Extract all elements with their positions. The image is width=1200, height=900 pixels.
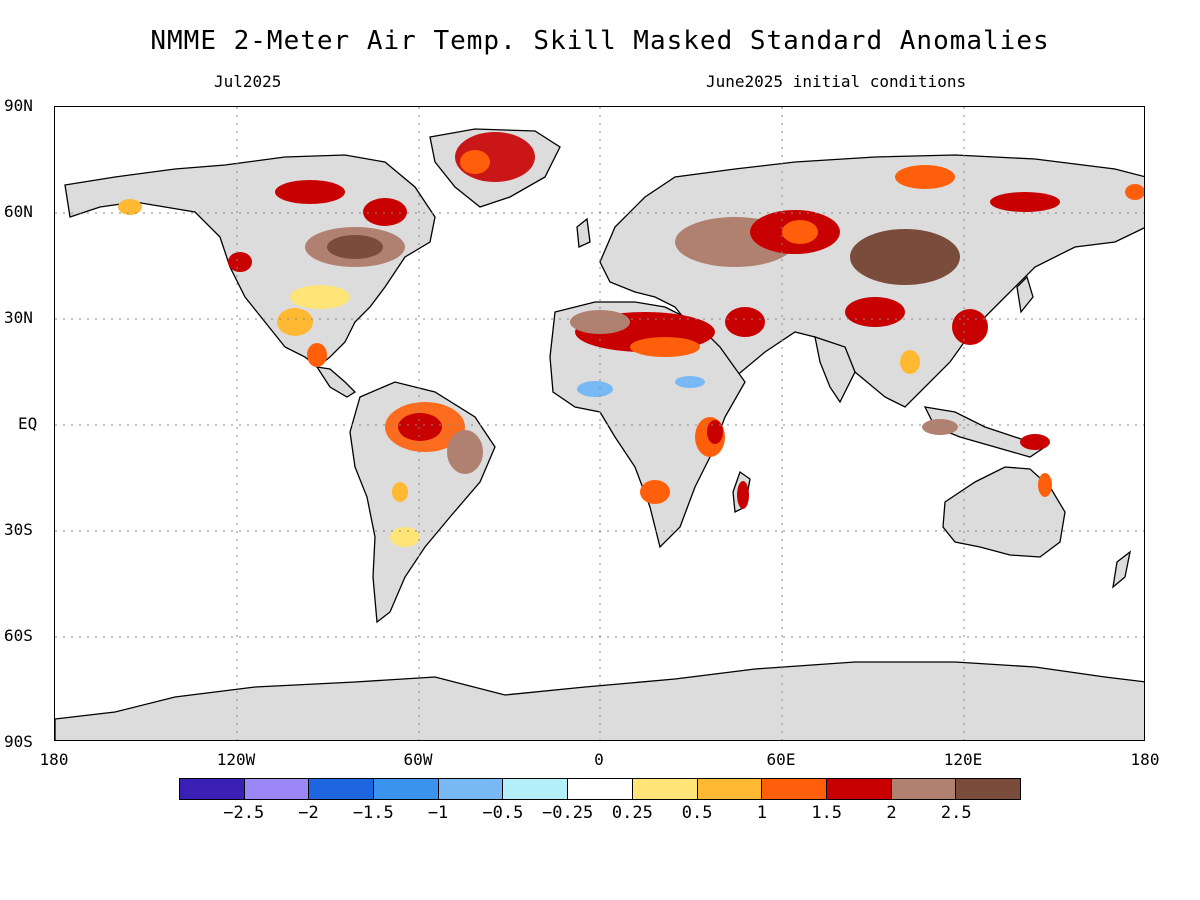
lon-label-60e: 60E bbox=[766, 750, 796, 769]
colorbar-label-2: −1.5 bbox=[352, 803, 394, 823]
graticule bbox=[55, 107, 1144, 740]
colorbar-label-3: −1 bbox=[427, 803, 449, 823]
colorbar-label-10: 2 bbox=[886, 803, 897, 823]
colorbar-label-5: −0.25 bbox=[542, 803, 594, 823]
map-panel bbox=[54, 106, 1145, 741]
lon-label-180w: 180 bbox=[39, 750, 69, 769]
colorbar-swatch-1 bbox=[244, 779, 310, 799]
land-japan bbox=[1016, 275, 1034, 314]
land-central-america bbox=[315, 366, 357, 398]
lon-label-120e: 120E bbox=[943, 750, 983, 769]
lat-label-90n: 90N bbox=[4, 96, 33, 115]
lon-label-180e: 180 bbox=[1130, 750, 1160, 769]
colorbar-swatch-8 bbox=[697, 779, 763, 799]
lat-label-eq: EQ bbox=[18, 414, 38, 433]
valid-month: Jul2025 bbox=[214, 72, 282, 91]
colorbar-swatch-0 bbox=[180, 779, 245, 799]
colorbar-swatch-12 bbox=[956, 779, 1020, 799]
land-india bbox=[814, 336, 856, 404]
lon-label-0: 0 bbox=[594, 750, 604, 769]
colorbar-swatch-7 bbox=[632, 779, 698, 799]
land-australia bbox=[942, 466, 1066, 558]
lon-label-120w: 120W bbox=[216, 750, 256, 769]
colorbar-swatch-6 bbox=[568, 779, 633, 799]
lat-label-30n: 30N bbox=[4, 308, 33, 327]
colorbar-swatch-11 bbox=[891, 779, 957, 799]
colorbar-label-0: −2.5 bbox=[223, 803, 265, 823]
colorbar-swatch-10 bbox=[826, 779, 892, 799]
colorbar-swatch-2 bbox=[309, 779, 375, 799]
colorbar-label-4: −0.5 bbox=[482, 803, 524, 823]
map-svg bbox=[55, 107, 1144, 740]
land-uk bbox=[576, 217, 591, 248]
colorbar bbox=[179, 778, 1021, 800]
colorbar-label-9: 1.5 bbox=[811, 803, 843, 823]
land-new-zealand bbox=[1112, 550, 1131, 589]
colorbar-label-1: −2 bbox=[298, 803, 319, 823]
land-antarctica bbox=[55, 661, 1144, 740]
colorbar-swatch-5 bbox=[503, 779, 569, 799]
colorbar-label-6: 0.25 bbox=[611, 803, 653, 823]
initial-conditions: June2025 initial conditions bbox=[706, 72, 967, 91]
colorbar-swatch-3 bbox=[374, 779, 439, 799]
lon-label-60w: 60W bbox=[403, 750, 433, 769]
colorbar-label-7: 0.5 bbox=[681, 803, 713, 823]
anomaly-patches bbox=[118, 132, 1144, 547]
lat-label-90s: 90S bbox=[4, 732, 33, 751]
lat-label-30s: 30S bbox=[4, 520, 33, 539]
colorbar-label-11: 2.5 bbox=[940, 803, 972, 823]
colorbar-label-8: 1 bbox=[756, 803, 768, 823]
lat-label-60s: 60S bbox=[4, 626, 33, 645]
map-title: NMME 2-Meter Air Temp. Skill Masked Stan… bbox=[150, 26, 1050, 56]
colorbar-swatch-4 bbox=[438, 779, 504, 799]
lat-label-60n: 60N bbox=[4, 202, 33, 221]
colorbar-swatch-9 bbox=[762, 779, 827, 799]
